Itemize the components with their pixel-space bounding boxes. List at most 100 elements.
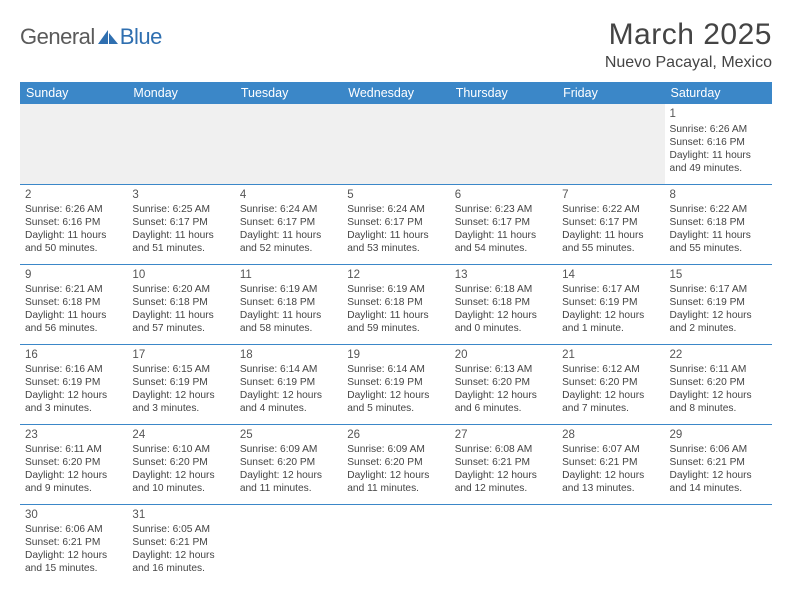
day-number: 27 <box>455 428 552 443</box>
sail-icon <box>97 28 119 44</box>
daylight-text: Daylight: 11 hours and 50 minutes. <box>25 229 122 255</box>
sunrise-text: Sunrise: 6:20 AM <box>132 283 229 296</box>
calendar-day-cell: 13Sunrise: 6:18 AMSunset: 6:18 PMDayligh… <box>450 264 557 344</box>
day-number: 12 <box>347 268 444 283</box>
calendar-day-cell: 8Sunrise: 6:22 AMSunset: 6:18 PMDaylight… <box>665 184 772 264</box>
sunset-text: Sunset: 6:21 PM <box>670 456 767 469</box>
sunset-text: Sunset: 6:18 PM <box>132 296 229 309</box>
day-number: 23 <box>25 428 122 443</box>
logo-text-general: General <box>20 24 95 50</box>
calendar-day-cell <box>20 104 127 184</box>
calendar-day-cell: 16Sunrise: 6:16 AMSunset: 6:19 PMDayligh… <box>20 344 127 424</box>
calendar-day-cell: 4Sunrise: 6:24 AMSunset: 6:17 PMDaylight… <box>235 184 342 264</box>
sunrise-text: Sunrise: 6:11 AM <box>25 443 122 456</box>
daylight-text: Daylight: 12 hours and 8 minutes. <box>670 389 767 415</box>
sunset-text: Sunset: 6:17 PM <box>240 216 337 229</box>
sunrise-text: Sunrise: 6:06 AM <box>25 523 122 536</box>
sunset-text: Sunset: 6:19 PM <box>347 376 444 389</box>
sunset-text: Sunset: 6:21 PM <box>132 536 229 549</box>
sunset-text: Sunset: 6:19 PM <box>25 376 122 389</box>
sunset-text: Sunset: 6:16 PM <box>25 216 122 229</box>
day-number: 7 <box>562 188 659 203</box>
calendar-day-cell: 18Sunrise: 6:14 AMSunset: 6:19 PMDayligh… <box>235 344 342 424</box>
sunrise-text: Sunrise: 6:21 AM <box>25 283 122 296</box>
calendar-week-row: 23Sunrise: 6:11 AM Sunset: 6:20 PM Dayligh… <box>20 424 772 504</box>
calendar-day-cell: 25Sunrise: 6:09 AMSunset: 6:20 PMDayligh… <box>235 424 342 504</box>
weekday-header-row: Sunday Monday Tuesday Wednesday Thursday… <box>20 82 772 104</box>
day-number: 16 <box>25 348 122 363</box>
weekday-header: Sunday <box>20 82 127 104</box>
daylight-text: Daylight: 12 hours and 16 minutes. <box>132 549 229 575</box>
day-number: 19 <box>347 348 444 363</box>
daylight-text: Daylight: 12 hours and 15 minutes. <box>25 549 122 575</box>
calendar-day-cell: 2Sunrise: 6:26 AMSunset: 6:16 PMDaylight… <box>20 184 127 264</box>
sunset-text: Sunset: 6:19 PM <box>240 376 337 389</box>
sunset-text: Sunset: 6:16 PM <box>670 136 767 149</box>
day-number: 11 <box>240 268 337 283</box>
daylight-text: Daylight: 12 hours and 3 minutes. <box>25 389 122 415</box>
calendar-week-row: 1Sunrise: 6:26 AMSunset: 6:16 PMDaylight… <box>20 104 772 184</box>
sunrise-text: Sunrise: 6:12 AM <box>562 363 659 376</box>
day-number: 5 <box>347 188 444 203</box>
calendar-day-cell: 31Sunrise: 6:05 AMSunset: 6:21 PMDayligh… <box>127 504 234 584</box>
day-number: 17 <box>132 348 229 363</box>
daylight-text: Daylight: 11 hours and 58 minutes. <box>240 309 337 335</box>
daylight-text: Daylight: 12 hours and 2 minutes. <box>670 309 767 335</box>
sunrise-text: Sunrise: 6:05 AM <box>132 523 229 536</box>
sunset-text: Sunset: 6:20 PM <box>240 456 337 469</box>
sunset-text: Sunset: 6:19 PM <box>562 296 659 309</box>
sunrise-text: Sunrise: 6:26 AM <box>670 123 767 136</box>
day-number: 9 <box>25 268 122 283</box>
sunrise-text: Sunrise: 6:24 AM <box>347 203 444 216</box>
sunrise-text: Sunrise: 6:19 AM <box>347 283 444 296</box>
sunrise-text: Sunrise: 6:11 AM <box>670 363 767 376</box>
sunset-text: Sunset: 6:18 PM <box>670 216 767 229</box>
logo-text-blue: Blue <box>120 24 162 50</box>
sunset-text: Sunset: 6:18 PM <box>455 296 552 309</box>
day-number: 14 <box>562 268 659 283</box>
sunset-text: Sunset: 6:18 PM <box>25 296 122 309</box>
day-number: 22 <box>670 348 767 363</box>
daylight-text: Daylight: 11 hours and 59 minutes. <box>347 309 444 335</box>
weekday-header: Saturday <box>665 82 772 104</box>
daylight-text: Daylight: 12 hours and 5 minutes. <box>347 389 444 415</box>
day-number: 28 <box>562 428 659 443</box>
sunset-text: Sunset: 6:18 PM <box>240 296 337 309</box>
day-number: 26 <box>347 428 444 443</box>
daylight-text: Daylight: 12 hours and 10 minutes. <box>132 469 229 495</box>
calendar-week-row: 16Sunrise: 6:16 AMSunset: 6:19 PMDayligh… <box>20 344 772 424</box>
weekday-header: Tuesday <box>235 82 342 104</box>
daylight-text: Daylight: 12 hours and 0 minutes. <box>455 309 552 335</box>
sunrise-text: Sunrise: 6:24 AM <box>240 203 337 216</box>
calendar-day-cell: 11Sunrise: 6:19 AMSunset: 6:18 PMDayligh… <box>235 264 342 344</box>
calendar-day-cell <box>557 504 664 584</box>
day-number: 8 <box>670 188 767 203</box>
calendar-body: 1Sunrise: 6:26 AMSunset: 6:16 PMDaylight… <box>20 104 772 584</box>
sunrise-text: Sunrise: 6:16 AM <box>25 363 122 376</box>
calendar-day-cell: 7Sunrise: 6:22 AMSunset: 6:17 PMDaylight… <box>557 184 664 264</box>
sunrise-text: Sunrise: 6:13 AM <box>455 363 552 376</box>
sunset-text: Sunset: 6:20 PM <box>670 376 767 389</box>
day-number: 6 <box>455 188 552 203</box>
sunrise-text: Sunrise: 6:09 AM <box>240 443 337 456</box>
sunrise-text: Sunrise: 6:09 AM <box>347 443 444 456</box>
calendar-day-cell: 21Sunrise: 6:12 AMSunset: 6:20 PMDayligh… <box>557 344 664 424</box>
calendar-day-cell: 3Sunrise: 6:25 AMSunset: 6:17 PMDaylight… <box>127 184 234 264</box>
day-number: 20 <box>455 348 552 363</box>
daylight-text: Daylight: 11 hours and 52 minutes. <box>240 229 337 255</box>
sunset-text: Sunset: 6:18 PM <box>347 296 444 309</box>
day-number: 18 <box>240 348 337 363</box>
daylight-text: Daylight: 11 hours and 51 minutes. <box>132 229 229 255</box>
location: Nuevo Pacayal, Mexico <box>605 54 772 72</box>
calendar-day-cell <box>450 504 557 584</box>
daylight-text: Daylight: 11 hours and 49 minutes. <box>670 149 767 175</box>
calendar-day-cell: 24Sunrise: 6:10 AMSunset: 6:20 PMDayligh… <box>127 424 234 504</box>
sunrise-text: Sunrise: 6:07 AM <box>562 443 659 456</box>
sunset-text: Sunset: 6:21 PM <box>25 536 122 549</box>
daylight-text: Daylight: 12 hours and 7 minutes. <box>562 389 659 415</box>
daylight-text: Daylight: 11 hours and 57 minutes. <box>132 309 229 335</box>
day-number: 3 <box>132 188 229 203</box>
sunrise-text: Sunrise: 6:19 AM <box>240 283 337 296</box>
daylight-text: Daylight: 11 hours and 55 minutes. <box>670 229 767 255</box>
calendar-day-cell: 20Sunrise: 6:13 AMSunset: 6:20 PMDayligh… <box>450 344 557 424</box>
